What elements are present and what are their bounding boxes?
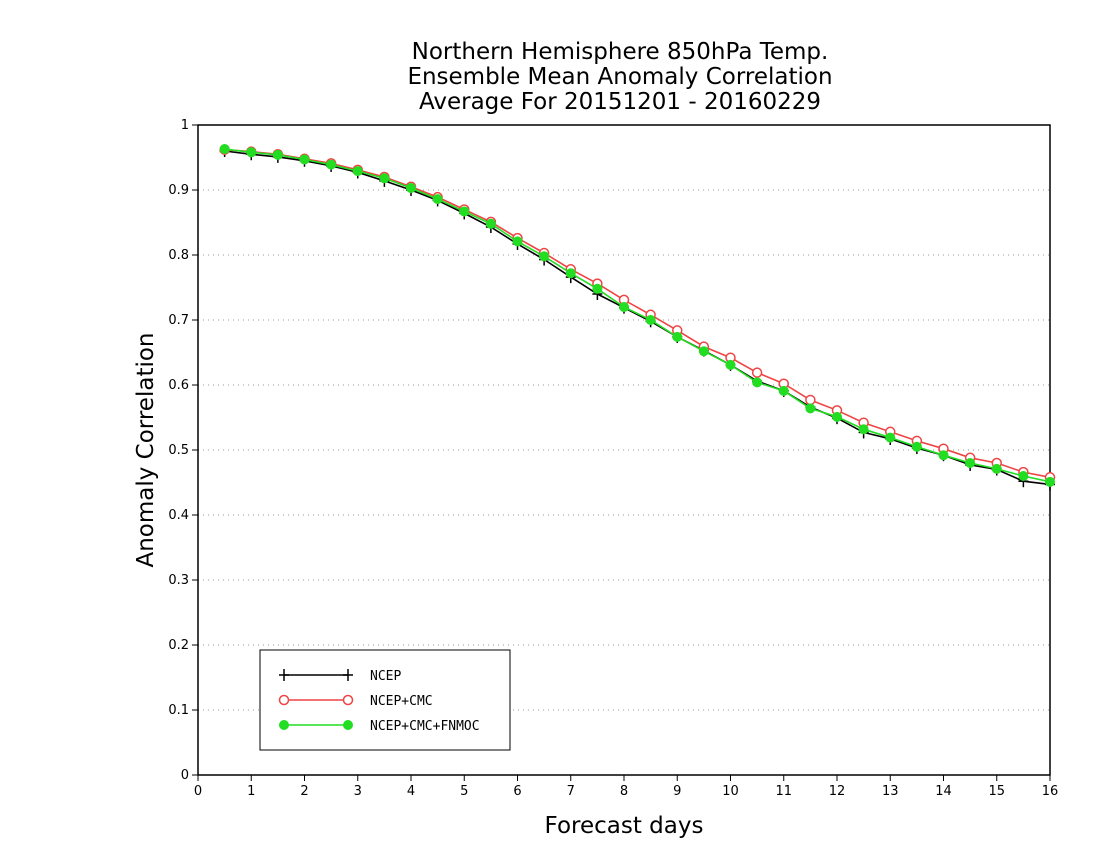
x-tick-label: 12: [829, 784, 846, 799]
legend-label: NCEP: [370, 669, 401, 684]
x-tick-label: 16: [1042, 784, 1059, 799]
x-tick-label: 3: [354, 784, 362, 799]
y-tick-label: 0.5: [168, 443, 189, 458]
series-ncep: [219, 145, 1055, 491]
data-point-ncep-cmc-fnmoc: [698, 346, 709, 357]
data-point-ncep-cmc-fnmoc: [459, 206, 470, 217]
data-point-ncep-cmc-fnmoc: [672, 331, 683, 342]
y-tick-label: 0.3: [168, 573, 189, 588]
data-point-ncep-cmc-fnmoc: [1045, 476, 1055, 487]
data-point-ncep-cmc-fnmoc: [938, 450, 949, 461]
data-point-ncep-cmc: [342, 694, 354, 706]
x-tick-label: 6: [513, 784, 521, 799]
data-point-ncep-cmc-fnmoc: [911, 441, 922, 452]
series-line-ncep: [224, 150, 1051, 486]
data-point-ncep-cmc: [805, 394, 816, 406]
x-tick-label: 13: [882, 784, 899, 799]
data-point-ncep-cmc-fnmoc: [965, 458, 976, 468]
axes: 00.10.20.30.40.50.60.70.80.910 1 2 3 4 5 6 7 8 9 1…: [168, 118, 1058, 799]
y-tick-label: 1: [181, 118, 189, 133]
x-tick-label: 14: [935, 784, 952, 799]
data-point-ncep-cmc-fnmoc: [885, 432, 896, 443]
legend: NCEP NCEP+CMC NCEP+CMC+FNMOC: [259, 649, 511, 751]
data-point-ncep-cmc-fnmoc: [512, 236, 523, 247]
legend-entry-ncep-cmc: NCEP+CMC: [278, 694, 433, 709]
data-point-ncep-cmc-fnmoc: [832, 411, 842, 422]
chart-title-line: Ensemble Mean Anomaly Correlation: [407, 64, 832, 90]
x-tick-label: 10: [722, 784, 739, 799]
chart-title: Northern Hemisphere 850hPa Temp.Ensemble…: [407, 39, 832, 115]
y-axis-label: Anomaly Correlation: [133, 332, 159, 567]
x-axis-label: Forecast days: [545, 813, 704, 839]
data-point-ncep-cmc-fnmoc: [565, 268, 576, 279]
data-point-ncep-cmc-fnmoc: [326, 159, 337, 170]
data-point-ncep-cmc-fnmoc: [279, 720, 289, 730]
data-point-ncep-cmc-fnmoc: [725, 359, 736, 370]
legend-entry-ncep: NCEP: [279, 669, 401, 684]
data-point-ncep-cmc-fnmoc: [805, 403, 816, 414]
y-tick-label: 0.4: [168, 508, 189, 523]
y-tick-label: 0.9: [168, 183, 189, 198]
data-point-ncep-cmc-fnmoc: [432, 194, 443, 205]
y-tick-label: 0.1: [168, 703, 189, 718]
data-point-ncep-cmc-fnmoc: [406, 183, 416, 194]
legend-label: NCEP+CMC: [370, 694, 433, 709]
y-tick-label: 0.6: [168, 378, 189, 393]
data-point-ncep-cmc-fnmoc: [299, 154, 310, 165]
x-tick-label: 2: [300, 784, 308, 799]
x-tick-label: 8: [620, 784, 628, 799]
data-point-ncep-cmc-fnmoc: [592, 283, 603, 294]
data-point-ncep-cmc-fnmoc: [858, 424, 869, 435]
data-point-ncep-cmc-fnmoc: [343, 720, 353, 730]
chart-title-line: Northern Hemisphere 850hPa Temp.: [412, 39, 829, 65]
grid-lines: [198, 189, 1050, 711]
series-line-ncep-cmc-fnmoc: [224, 148, 1051, 483]
chart-title-line: Average For 20151201 - 20160229: [419, 89, 821, 115]
x-tick-label: 5: [460, 784, 468, 799]
legend-label: NCEP+CMC+FNMOC: [370, 719, 480, 734]
data-point-ncep-cmc-fnmoc: [272, 149, 283, 160]
data-point-ncep-cmc-fnmoc: [485, 218, 496, 229]
series-plot-area: [219, 144, 1056, 491]
x-tick-label: 0: [194, 784, 202, 799]
data-point-ncep-cmc-fnmoc: [645, 315, 656, 325]
data-point-ncep-cmc-fnmoc: [352, 166, 363, 177]
data-point-ncep-cmc: [278, 694, 290, 706]
x-tick-label: 7: [567, 784, 575, 799]
data-point-ncep-cmc-fnmoc: [619, 302, 629, 312]
legend-entry-ncep-cmc-fnmoc: NCEP+CMC+FNMOC: [279, 719, 480, 734]
y-tick-label: 0: [181, 768, 189, 783]
data-point-ncep-cmc-fnmoc: [752, 377, 763, 388]
data-point-ncep: [343, 669, 353, 681]
x-tick-label: 11: [775, 784, 792, 799]
data-point-ncep: [279, 669, 289, 681]
series-ncep-cmc-fnmoc: [219, 144, 1055, 487]
data-point-ncep-cmc-fnmoc: [539, 251, 550, 262]
data-point-ncep-cmc-fnmoc: [1018, 471, 1029, 481]
x-tick-label: 4: [407, 784, 415, 799]
data-point-ncep-cmc-fnmoc: [219, 144, 230, 155]
y-tick-label: 0.2: [168, 638, 189, 653]
data-point-ncep-cmc-fnmoc: [778, 385, 789, 396]
data-point-ncep-cmc-fnmoc: [379, 173, 390, 184]
data-point-ncep-cmc-fnmoc: [246, 147, 257, 158]
x-tick-label: 1: [247, 784, 255, 799]
x-tick-label: 9: [673, 784, 681, 799]
data-point-ncep-cmc: [751, 367, 763, 378]
x-tick-label: 15: [988, 784, 1005, 799]
y-tick-label: 0.8: [168, 248, 189, 263]
y-tick-label: 0.7: [168, 313, 189, 328]
data-point-ncep-cmc-fnmoc: [991, 463, 1002, 474]
